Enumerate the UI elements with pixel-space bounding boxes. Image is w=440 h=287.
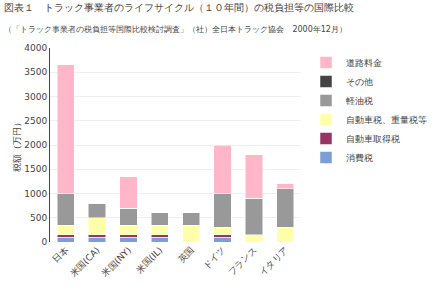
svg-text:消費税: 消費税 — [346, 153, 373, 163]
svg-text:0: 0 — [41, 237, 47, 247]
svg-text:1000: 1000 — [24, 189, 47, 199]
svg-text:500: 500 — [30, 213, 47, 223]
svg-text:3500: 3500 — [24, 67, 47, 77]
svg-text:図表１ トラック事業者のライフサイクル（１０年間）の税負担等: 図表１ トラック事業者のライフサイクル（１０年間）の税負担等の国際比較 — [4, 2, 354, 13]
svg-text:米国(IL): 米国(IL) — [134, 245, 164, 275]
svg-text:1500: 1500 — [24, 164, 47, 174]
svg-text:日本: 日本 — [50, 245, 70, 265]
svg-text:2500: 2500 — [24, 116, 47, 126]
svg-text:自動車取得税: 自動車取得税 — [346, 134, 400, 144]
svg-text:自動車税、重量税等: 自動車税、重量税等 — [346, 115, 427, 125]
svg-text:米国(NY): 米国(NY) — [100, 245, 133, 278]
svg-text:道路料金: 道路料金 — [346, 58, 382, 68]
svg-text:米国(CA): 米国(CA) — [68, 245, 102, 279]
svg-text:イタリア: イタリア — [257, 245, 290, 278]
svg-text:3000: 3000 — [24, 92, 47, 102]
svg-text:その他: その他 — [346, 77, 373, 87]
svg-text:（「トラック事業者の税負担等国際比較検討調査」（社）全日本ト: （「トラック事業者の税負担等国際比較検討調査」（社）全日本トラック協会 2000… — [4, 25, 347, 34]
svg-text:4000: 4000 — [24, 43, 47, 53]
svg-text:2000: 2000 — [24, 140, 47, 150]
svg-text:税額（万円）: 税額（万円） — [12, 118, 22, 172]
svg-text:ドイツ: ドイツ — [201, 245, 227, 271]
svg-text:軽油税: 軽油税 — [346, 96, 373, 106]
svg-text:英国: 英国 — [176, 245, 196, 265]
svg-text:フランス: フランス — [226, 245, 259, 278]
